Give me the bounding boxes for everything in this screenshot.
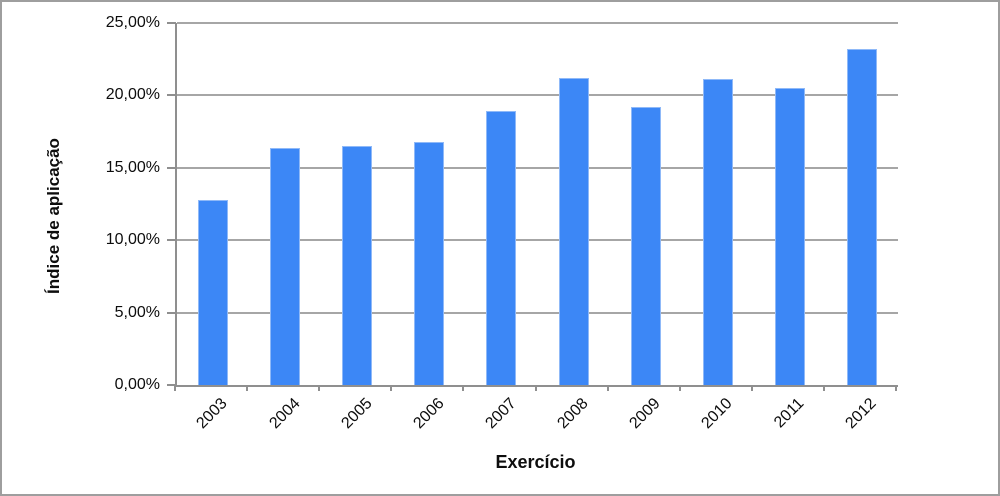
bar-2003 [198, 199, 229, 385]
y-tick-mark [167, 166, 176, 169]
gridline [177, 94, 898, 97]
y-tick-mark [167, 239, 176, 242]
y-tick-mark [167, 22, 176, 24]
y-tick-label: 0,00% [114, 376, 160, 393]
plot-area [175, 22, 898, 387]
x-axis-title: Exercício [495, 452, 576, 472]
y-tick-label: 20,00% [105, 86, 160, 104]
y-tick-label: 25,00% [105, 14, 160, 31]
bar-2012 [846, 49, 877, 385]
x-tick-mark [750, 385, 753, 391]
x-tick-mark [822, 385, 825, 391]
y-tick-label: 10,00% [105, 231, 160, 249]
x-tick-label-text: 2004 [265, 395, 304, 433]
bar-2007 [486, 111, 517, 385]
x-tick-mark [462, 385, 465, 391]
gridline [177, 239, 898, 242]
x-tick-mark [174, 385, 176, 391]
x-tick-label-text: 2009 [626, 395, 664, 433]
gridline [177, 22, 898, 24]
x-tick-label-text: 2011 [771, 395, 808, 432]
gridline [177, 311, 898, 314]
x-tick-mark [895, 385, 897, 391]
bar-2009 [630, 106, 661, 385]
x-tick-mark [318, 385, 321, 391]
x-tick-mark [606, 385, 609, 391]
bar-2011 [774, 88, 805, 385]
x-tick-mark [678, 385, 681, 391]
y-tick-mark [167, 94, 176, 97]
bar-2008 [558, 78, 589, 385]
bar-2004 [270, 147, 301, 385]
x-tick-mark [246, 385, 249, 391]
y-tick-mark [167, 384, 176, 386]
y-tick-mark [167, 311, 176, 314]
x-tick-label-text: 2006 [410, 395, 448, 433]
bar-2005 [342, 146, 373, 385]
x-tick-label-text: 2008 [554, 395, 592, 433]
bar-2006 [414, 141, 445, 385]
x-tick-label-text: 2007 [482, 395, 520, 433]
x-tick-mark [390, 385, 393, 391]
x-tick-label-text: 2012 [842, 395, 880, 433]
x-tick-label-text: 2010 [698, 395, 736, 433]
x-tick-label-text: 2003 [193, 395, 232, 433]
y-tick-label: 5,00% [114, 303, 160, 321]
y-tick-label: 15,00% [105, 158, 160, 176]
gridline [177, 166, 898, 169]
x-tick-label-text: 2005 [338, 395, 376, 433]
x-tick-mark [534, 385, 537, 391]
bar-2010 [702, 79, 733, 385]
